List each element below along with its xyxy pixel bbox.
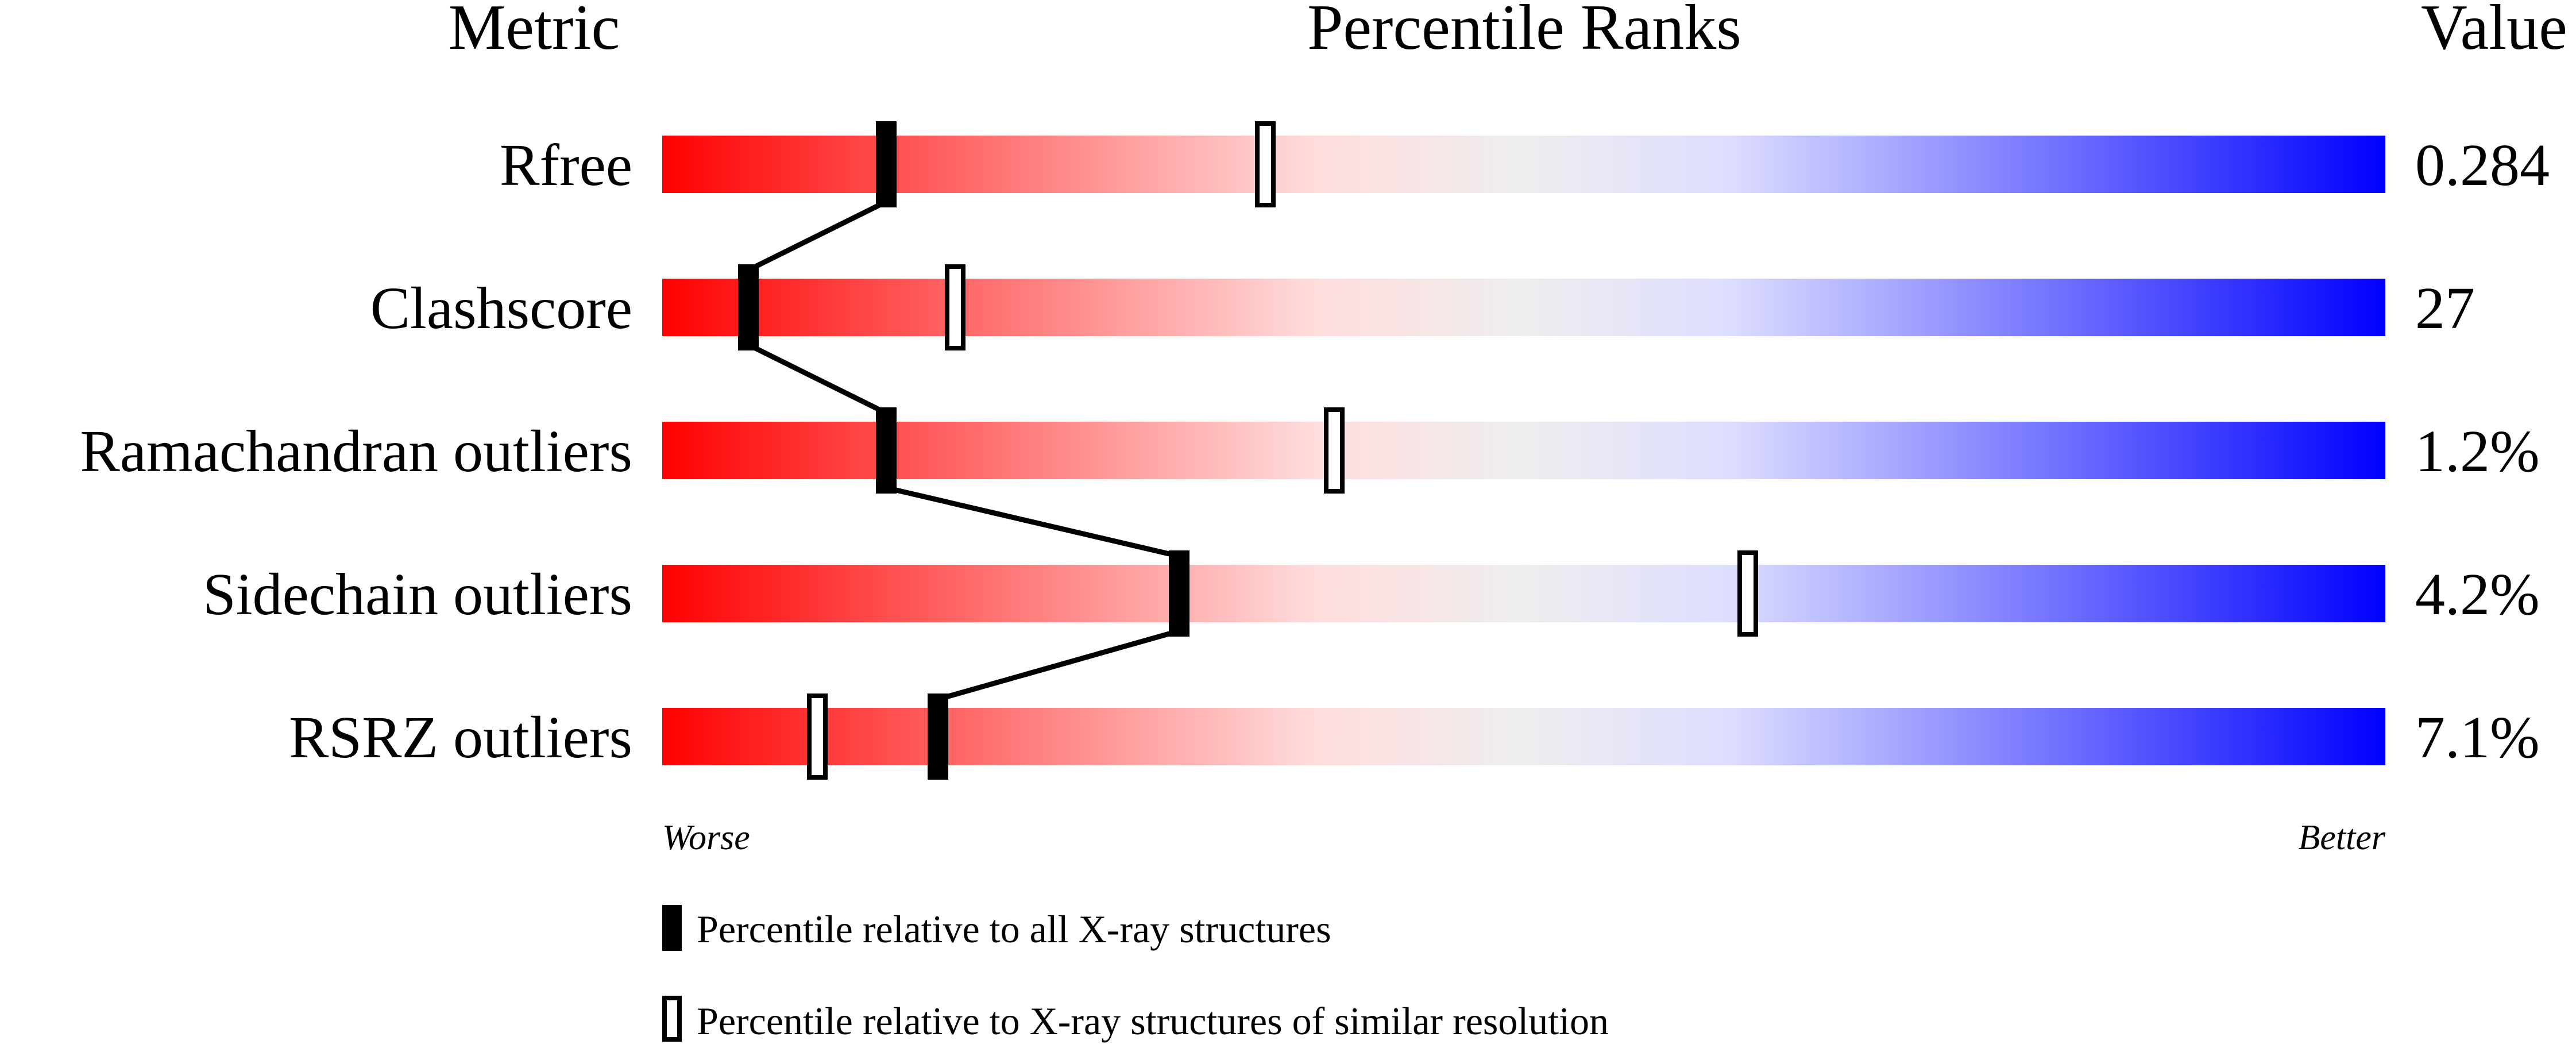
worse-label: Worse xyxy=(662,818,750,857)
percentile-bar xyxy=(662,708,2385,765)
connector-line xyxy=(747,199,887,273)
legend-filled-label: Percentile relative to all X-ray structu… xyxy=(697,907,1331,951)
marker-all-structures xyxy=(1169,550,1189,637)
metric-value: 7.1% xyxy=(2415,704,2540,770)
marker-similar-resolution xyxy=(1324,407,1345,494)
metric-label: RSRZ outliers xyxy=(289,704,632,770)
marker-all-structures xyxy=(876,121,897,207)
header-value: Value xyxy=(2421,0,2567,63)
marker-all-structures xyxy=(876,407,897,494)
better-label: Better xyxy=(2299,818,2386,857)
metric-value: 27 xyxy=(2415,275,2475,341)
connector-line xyxy=(747,342,887,416)
percentile-bar xyxy=(662,279,2385,336)
metric-value: 0.284 xyxy=(2415,132,2550,198)
marker-similar-resolution xyxy=(1255,121,1276,207)
connector-line xyxy=(937,628,1180,702)
metric-value: 1.2% xyxy=(2415,418,2540,484)
legend-hollow-label: Percentile relative to X-ray structures … xyxy=(697,999,1609,1043)
marker-similar-resolution xyxy=(945,264,965,350)
legend-filled-marker xyxy=(662,905,682,951)
metric-label: Ramachandran outliers xyxy=(80,418,632,484)
percentile-bar xyxy=(662,136,2385,193)
marker-similar-resolution xyxy=(1737,550,1758,637)
percentile-bar xyxy=(662,565,2385,622)
metric-label: Rfree xyxy=(500,132,632,198)
percentile-bar xyxy=(662,422,2385,479)
marker-similar-resolution xyxy=(807,693,828,780)
marker-all-structures xyxy=(928,693,948,780)
metric-value: 4.2% xyxy=(2415,561,2540,627)
legend-hollow-marker xyxy=(662,996,682,1042)
header-metric: Metric xyxy=(449,0,620,63)
header-percentile-ranks: Percentile Ranks xyxy=(1307,0,1741,63)
marker-all-structures xyxy=(738,264,759,350)
metric-label: Clashscore xyxy=(370,275,632,341)
metric-label: Sidechain outliers xyxy=(203,561,632,627)
connector-line xyxy=(885,485,1180,559)
